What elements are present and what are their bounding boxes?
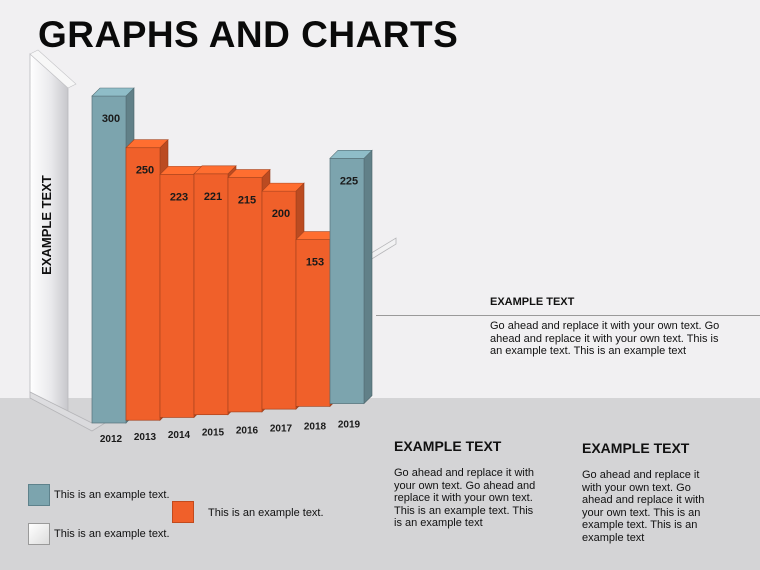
bar-top-2012 xyxy=(91,87,135,97)
bar-top-2015 xyxy=(193,165,237,175)
callout-2-body: Go ahead and replace it with your own te… xyxy=(394,467,536,529)
data-label-2013: 250 xyxy=(136,165,154,177)
legend-swatch-white xyxy=(28,523,50,545)
data-label-2018: 153 xyxy=(306,257,324,269)
bar-top-2017 xyxy=(261,182,305,192)
data-label-2014: 223 xyxy=(170,191,188,203)
callout-3-heading: EXAMPLE TEXT xyxy=(582,440,690,456)
y-axis-label: EXAMPLE TEXT xyxy=(39,175,54,275)
data-label-2016: 215 xyxy=(238,195,256,207)
callout-1-divider xyxy=(376,315,760,316)
callout-3-body: Go ahead and replace it with your own te… xyxy=(582,469,705,544)
bar-2013 xyxy=(125,147,161,421)
bar-2015 xyxy=(193,173,229,416)
bar-top-2016 xyxy=(227,169,271,178)
legend-swatch-teal xyxy=(28,484,50,506)
legend-label-white: This is an example text. xyxy=(54,528,170,540)
bar-2018 xyxy=(295,239,331,407)
bar-top-2019 xyxy=(329,150,373,159)
bar-2016 xyxy=(227,177,263,413)
bar-top-2013 xyxy=(125,139,169,149)
legend-label-teal: This is an example text. xyxy=(54,489,170,501)
floor-band xyxy=(0,398,760,570)
x-tick-2012: 2012 xyxy=(100,434,123,445)
x-tick-2019: 2019 xyxy=(338,419,361,430)
data-label-2017: 200 xyxy=(272,208,290,220)
x-tick-2014: 2014 xyxy=(168,430,191,441)
x-tick-2017: 2017 xyxy=(270,424,293,435)
chart-back-wall-top xyxy=(29,49,77,89)
page-title: GRAPHS AND CHARTS xyxy=(38,14,459,55)
x-tick-2015: 2015 xyxy=(202,428,225,439)
x-tick-2013: 2013 xyxy=(134,432,157,443)
data-label-2019: 225 xyxy=(340,175,358,187)
x-tick-2018: 2018 xyxy=(304,421,327,432)
bar-2012 xyxy=(91,95,127,424)
bar-side-2019 xyxy=(363,149,373,405)
bar-2014 xyxy=(159,174,195,418)
callout-2-heading: EXAMPLE TEXT xyxy=(394,438,502,454)
legend-label-orange: This is an example text. xyxy=(208,507,324,519)
data-label-2015: 221 xyxy=(204,191,222,203)
data-label-2012: 300 xyxy=(102,113,120,125)
callout-1-heading: EXAMPLE TEXT xyxy=(490,296,575,308)
bar-2017 xyxy=(261,190,297,410)
x-tick-2016: 2016 xyxy=(236,426,259,437)
bar-2019 xyxy=(329,157,365,404)
legend-swatch-orange xyxy=(172,501,194,523)
callout-1-body: Go ahead and replace it with your own te… xyxy=(490,320,720,357)
